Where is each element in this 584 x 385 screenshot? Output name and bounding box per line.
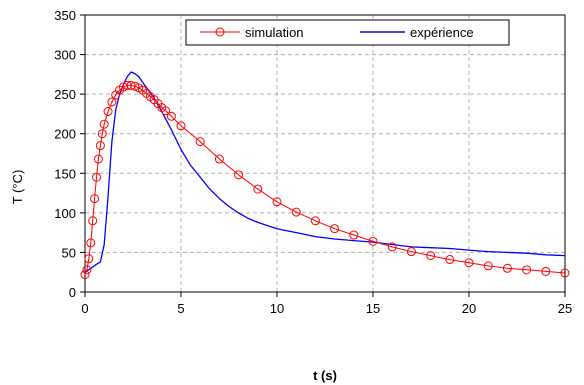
data-point-simulation [445,255,455,265]
grid-lines [85,15,565,292]
data-point-simulation [291,207,301,217]
data-point-simulation [522,265,532,275]
series-layer [80,71,570,280]
x-tick-label: 20 [462,301,476,316]
x-tick-label: 10 [270,301,284,316]
data-point-simulation [166,111,176,121]
legend-label-simulation: simulation [245,25,304,40]
data-point-simulation [84,254,94,264]
data-point-simulation [502,263,512,273]
data-point-simulation [88,216,98,226]
x-axis-label: t (s) [313,368,337,383]
data-point-simulation [464,258,474,268]
data-point-simulation [99,119,109,129]
data-point-simulation [97,129,107,139]
legend-marker-simulation [215,27,225,37]
x-tick-label: 25 [558,301,572,316]
data-point-simulation [310,216,320,226]
series-line-experience [84,71,566,273]
data-point-simulation [93,154,103,164]
data-point-simulation [130,81,140,91]
data-point-simulation [92,172,102,182]
legend: simulation expérience [185,19,510,46]
y-tick-label: 200 [54,127,76,142]
x-tick-label: 5 [177,301,184,316]
data-point-simulation [541,266,551,276]
data-point-simulation [176,121,186,131]
y-tick-label: 250 [54,87,76,102]
data-point-simulation [253,184,263,194]
data-point-simulation [107,97,117,107]
data-point-simulation [406,247,416,257]
data-point-simulation [95,141,105,151]
y-tick-label: 150 [54,166,76,181]
y-axis-label: T (°C) [10,170,25,205]
data-point-simulation [195,137,205,147]
y-tick-label: 0 [69,285,76,300]
data-point-simulation [330,224,340,234]
data-point-simulation [426,251,436,261]
data-point-simulation [368,236,378,246]
data-point-simulation [214,154,224,164]
data-point-simulation [272,197,282,207]
legend-label-experience: expérience [410,25,474,40]
data-point-simulation [80,270,90,280]
data-point-simulation [103,107,113,117]
data-point-simulation [560,268,570,278]
y-tick-label: 300 [54,48,76,63]
x-tick-label: 15 [366,301,380,316]
series-line-simulation [84,84,566,275]
data-point-simulation [90,194,100,204]
data-point-simulation [82,265,92,275]
y-tick-label: 350 [54,8,76,23]
data-point-simulation [161,106,171,116]
data-point-simulation [483,261,493,271]
y-tick-label: 50 [62,245,76,260]
y-tick-label: 100 [54,206,76,221]
data-point-simulation [234,170,244,180]
data-point-simulation [349,230,359,240]
plot-frame [84,14,566,293]
data-point-simulation [387,242,397,252]
data-point-simulation [86,238,96,248]
x-tick-label: 0 [81,301,88,316]
